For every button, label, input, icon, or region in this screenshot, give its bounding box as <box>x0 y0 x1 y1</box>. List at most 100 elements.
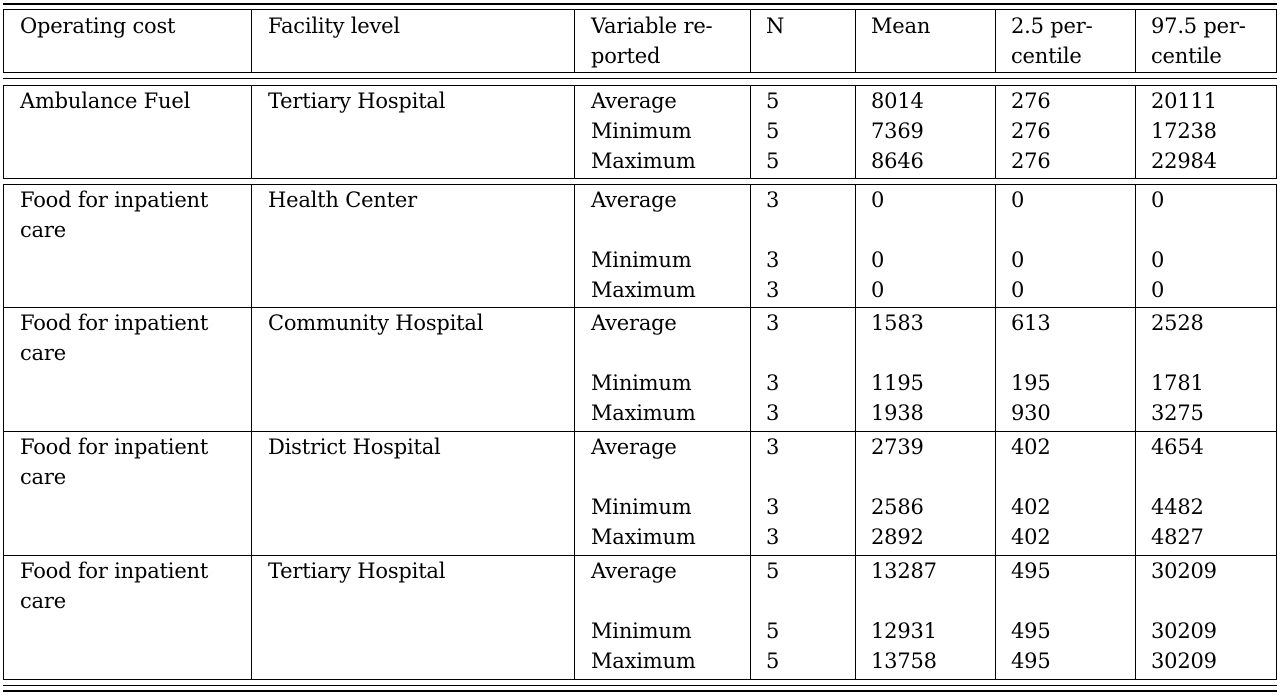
top-rule-outer <box>3 3 1277 5</box>
table-row-p2-5-cell: 0 <box>1011 278 1025 302</box>
header-rule-upper <box>3 72 1277 73</box>
table-row-p97-5-cell: 0 <box>1151 278 1165 302</box>
header-cell-6: centile <box>1151 44 1222 68</box>
table-row-mean-cell: 1195 <box>871 371 924 395</box>
table-row-p2-5-cell: 402 <box>1011 435 1051 459</box>
table-row-mean-cell: 13758 <box>871 649 937 673</box>
group-column-rule-3 <box>750 184 751 308</box>
operating-cost-cell: Ambulance Fuel <box>20 89 191 113</box>
group-column-rule-5 <box>995 555 996 680</box>
table-row-p2-5-cell: 402 <box>1011 495 1051 519</box>
table-row-p97-5-cell: 4827 <box>1151 525 1204 549</box>
table-row-variable-cell: Average <box>591 559 677 583</box>
table-row-variable-cell: Maximum <box>591 401 696 425</box>
table-row-variable-cell: Minimum <box>591 371 692 395</box>
table-row-n-cell: 3 <box>766 525 780 549</box>
bottom-rule-outer <box>3 690 1277 692</box>
table-row-n-cell: 3 <box>766 278 780 302</box>
group-column-rule-0 <box>3 85 4 179</box>
header-cell-2: ported <box>591 44 661 68</box>
header-column-rule-2 <box>574 10 575 73</box>
group-column-rule-1 <box>251 555 252 680</box>
facility-level-cell: Community Hospital <box>268 311 484 335</box>
group-column-rule-5 <box>995 431 996 556</box>
operating-cost-cell: care <box>20 341 66 365</box>
table-row-p2-5-cell: 276 <box>1011 149 1051 173</box>
table-row-variable-cell: Average <box>591 89 677 113</box>
header-cell-2: Variable re- <box>591 14 713 38</box>
table-row-n-cell: 5 <box>766 89 780 113</box>
operating-cost-cell: care <box>20 589 66 613</box>
group-rule-bottom-4 <box>3 679 1277 680</box>
operating-cost-cell: care <box>20 218 66 242</box>
group-rule-bottom-2 <box>3 431 1277 432</box>
table-row-p97-5-cell: 30209 <box>1151 619 1217 643</box>
group-column-rule-7 <box>1276 431 1277 556</box>
group-column-rule-3 <box>750 431 751 556</box>
table-row-n-cell: 3 <box>766 371 780 395</box>
header-column-rule-7 <box>1276 10 1277 73</box>
group-column-rule-5 <box>995 184 996 308</box>
table-row-p2-5-cell: 495 <box>1011 559 1051 583</box>
facility-level-cell: Tertiary Hospital <box>268 559 446 583</box>
table-row-p2-5-cell: 495 <box>1011 649 1051 673</box>
table-row-p97-5-cell: 2528 <box>1151 311 1204 335</box>
table-row-mean-cell: 1583 <box>871 311 924 335</box>
header-column-rule-5 <box>995 10 996 73</box>
group-column-rule-7 <box>1276 85 1277 179</box>
table-row-variable-cell: Minimum <box>591 248 692 272</box>
group-column-rule-3 <box>750 307 751 432</box>
table-row-p2-5-cell: 276 <box>1011 119 1051 143</box>
table-row-n-cell: 3 <box>766 311 780 335</box>
table-row-variable-cell: Average <box>591 311 677 335</box>
group-column-rule-6 <box>1135 85 1136 179</box>
table-row-n-cell: 5 <box>766 619 780 643</box>
table-row-variable-cell: Maximum <box>591 649 696 673</box>
table-row-p97-5-cell: 30209 <box>1151 649 1217 673</box>
group-column-rule-6 <box>1135 555 1136 680</box>
header-cell-0: Operating cost <box>20 14 176 38</box>
top-rule-inner <box>3 9 1277 10</box>
table-row-mean-cell: 0 <box>871 248 885 272</box>
table-row-variable-cell: Average <box>591 188 677 212</box>
group-column-rule-2 <box>574 307 575 432</box>
operating-cost-cell: Food for inpatient <box>20 188 209 212</box>
table-row-p97-5-cell: 20111 <box>1151 89 1217 113</box>
table-row-mean-cell: 1938 <box>871 401 924 425</box>
header-column-rule-3 <box>750 10 751 73</box>
table-row-mean-cell: 12931 <box>871 619 937 643</box>
group-column-rule-4 <box>855 184 856 308</box>
facility-level-cell: District Hospital <box>268 435 441 459</box>
facility-level-cell: Tertiary Hospital <box>268 89 446 113</box>
header-cell-1: Facility level <box>268 14 400 38</box>
table-row-p97-5-cell: 1781 <box>1151 371 1204 395</box>
table-row-n-cell: 3 <box>766 248 780 272</box>
table-row-p2-5-cell: 930 <box>1011 401 1051 425</box>
group-column-rule-6 <box>1135 431 1136 556</box>
table-row-n-cell: 3 <box>766 435 780 459</box>
header-column-rule-1 <box>251 10 252 73</box>
group-column-rule-4 <box>855 85 856 179</box>
group-column-rule-2 <box>574 431 575 556</box>
group-column-rule-4 <box>855 555 856 680</box>
table-row-n-cell: 5 <box>766 119 780 143</box>
table-row-p2-5-cell: 0 <box>1011 188 1025 212</box>
table-row-variable-cell: Minimum <box>591 495 692 519</box>
bottom-rule-inner <box>3 685 1277 686</box>
table-row-variable-cell: Minimum <box>591 619 692 643</box>
group-column-rule-2 <box>574 184 575 308</box>
group-rule-bottom-1 <box>3 307 1277 308</box>
group-column-rule-7 <box>1276 184 1277 308</box>
table-row-mean-cell: 0 <box>871 278 885 302</box>
header-column-rule-0 <box>3 10 4 73</box>
table-row-mean-cell: 2739 <box>871 435 924 459</box>
table-row-p97-5-cell: 0 <box>1151 248 1165 272</box>
header-column-rule-6 <box>1135 10 1136 73</box>
table-row-p2-5-cell: 402 <box>1011 525 1051 549</box>
table-row-mean-cell: 7369 <box>871 119 924 143</box>
table-row-p97-5-cell: 3275 <box>1151 401 1204 425</box>
table-row-variable-cell: Maximum <box>591 525 696 549</box>
facility-level-cell: Health Center <box>268 188 417 212</box>
group-column-rule-7 <box>1276 555 1277 680</box>
